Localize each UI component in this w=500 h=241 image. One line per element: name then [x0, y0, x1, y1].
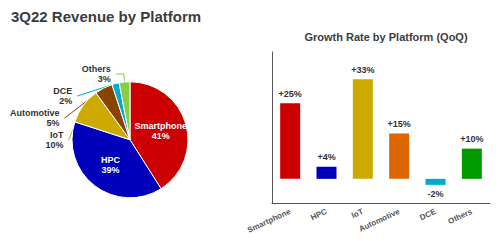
- svg-text:HPC: HPC: [309, 207, 328, 222]
- svg-text:39%: 39%: [101, 165, 119, 175]
- svg-text:Smartphone: Smartphone: [246, 207, 293, 235]
- svg-text:2%: 2%: [59, 96, 72, 106]
- svg-text:DCE: DCE: [53, 86, 72, 96]
- svg-text:+15%: +15%: [388, 119, 411, 129]
- svg-text:IoT: IoT: [350, 207, 365, 220]
- svg-text:3Q22 Revenue by Platform: 3Q22 Revenue by Platform: [11, 8, 201, 25]
- svg-text:+10%: +10%: [460, 134, 483, 144]
- svg-text:Others: Others: [447, 207, 475, 226]
- svg-text:10%: 10%: [46, 140, 64, 150]
- svg-text:+4%: +4%: [317, 152, 335, 162]
- svg-text:+33%: +33%: [351, 65, 374, 75]
- svg-text:41%: 41%: [152, 131, 170, 141]
- svg-text:Growth Rate by Platform (QoQ): Growth Rate by Platform (QoQ): [304, 31, 468, 43]
- svg-text:HPC: HPC: [101, 155, 121, 165]
- svg-text:IoT: IoT: [50, 130, 64, 140]
- svg-text:Others: Others: [82, 64, 111, 74]
- svg-text:3%: 3%: [98, 74, 111, 84]
- svg-text:Smartphone: Smartphone: [134, 121, 187, 131]
- svg-text:5%: 5%: [47, 118, 60, 128]
- svg-text:Automotive: Automotive: [357, 207, 401, 234]
- svg-text:Automotive: Automotive: [10, 108, 60, 118]
- svg-text:+25%: +25%: [279, 89, 302, 99]
- svg-text:-2%: -2%: [427, 189, 443, 199]
- svg-text:DCE: DCE: [418, 207, 438, 223]
